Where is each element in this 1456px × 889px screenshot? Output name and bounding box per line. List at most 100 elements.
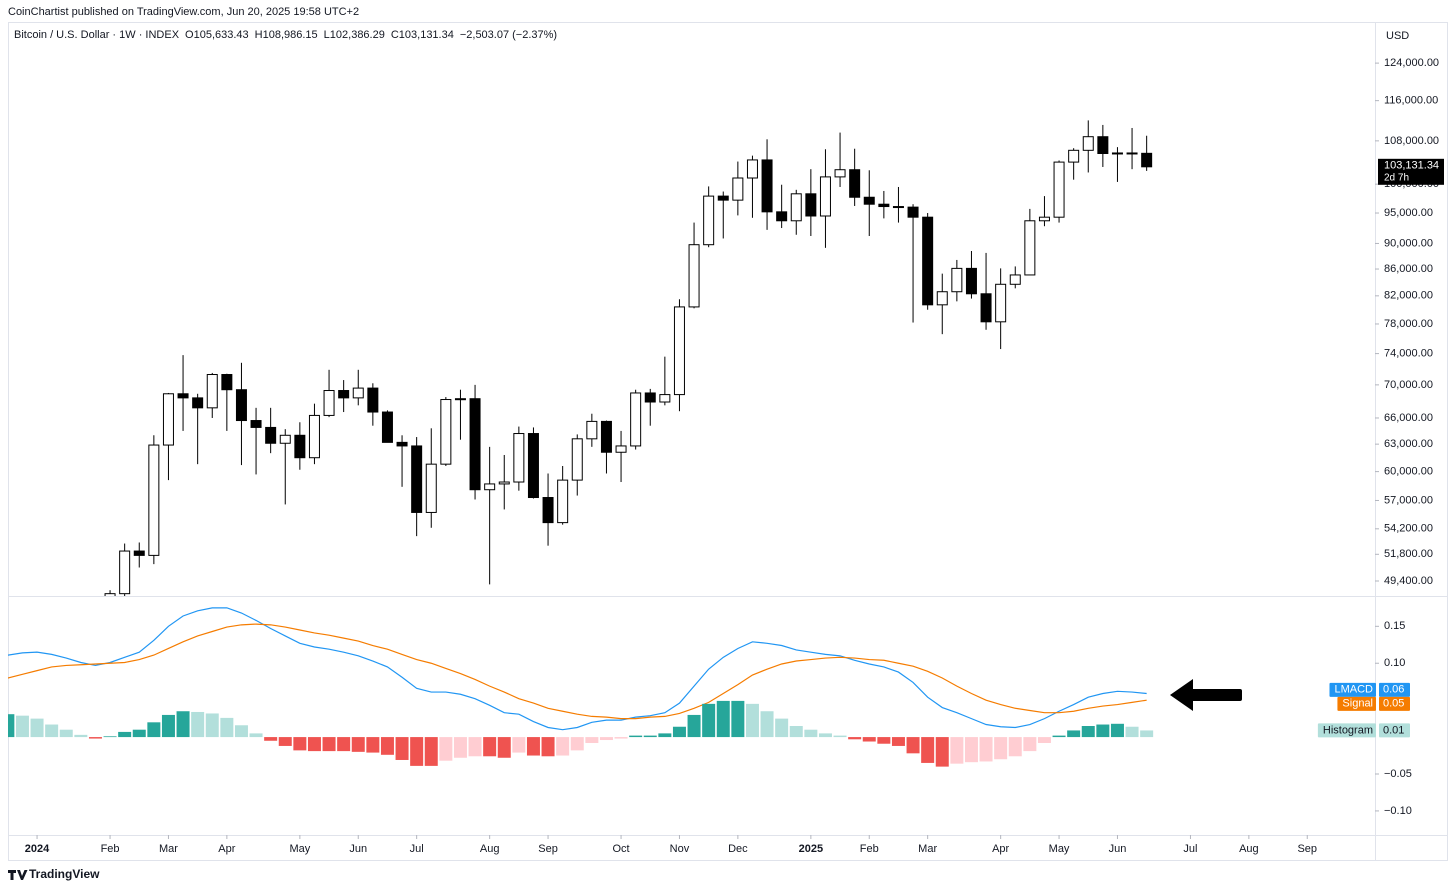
- histogram-bar: [205, 713, 219, 738]
- legend-value-box: [1379, 723, 1410, 738]
- y-tick-label: −0.05: [1384, 768, 1412, 780]
- x-tick-label: May: [1049, 843, 1070, 855]
- x-tick-label: Jul: [410, 843, 424, 855]
- candle-body: [1126, 152, 1138, 155]
- histogram-bar: [88, 737, 102, 739]
- histogram-bar: [278, 737, 292, 746]
- candle-body: [162, 393, 174, 446]
- histogram-bar: [59, 729, 73, 738]
- chart-title: Bitcoin / U.S. Dollar · 1W · INDEX: [14, 29, 180, 41]
- histogram-bar: [132, 729, 146, 738]
- histogram-bar: [220, 717, 234, 738]
- histogram-bar: [906, 737, 920, 754]
- x-tick-label: Sep: [1297, 843, 1317, 855]
- histogram-bar: [1037, 737, 1051, 743]
- legend-value: 0.05: [1383, 698, 1404, 710]
- histogram-bar: [45, 724, 59, 738]
- x-tick-label: Sep: [538, 843, 558, 855]
- candle-body: [571, 438, 583, 481]
- histogram-bar: [716, 700, 730, 738]
- y-tick-label: 124,000.00: [1384, 57, 1439, 69]
- candle-body: [907, 206, 919, 218]
- candle-body: [951, 267, 963, 293]
- x-tick-label: Aug: [1239, 843, 1259, 855]
- x-tick-label: Mar: [159, 843, 178, 855]
- candle-body: [119, 550, 131, 595]
- candle-body: [484, 483, 496, 491]
- candle-body: [688, 244, 700, 308]
- histogram-bar: [877, 737, 891, 744]
- y-tick-label: 0.15: [1384, 620, 1405, 632]
- x-tick-label: 2024: [25, 843, 50, 855]
- histogram-bar: [994, 737, 1008, 760]
- annotation-arrow: [1170, 679, 1242, 711]
- header-value: O105,633.43: [185, 29, 249, 41]
- y-tick-label: 60,000.00: [1384, 466, 1433, 478]
- x-tick-label: Apr: [218, 843, 235, 855]
- histogram-bar: [15, 715, 29, 738]
- histogram-bar: [147, 722, 161, 738]
- histogram-bar: [264, 737, 278, 741]
- y-tick-label: 108,000.00: [1384, 135, 1439, 147]
- histogram-bar: [599, 737, 613, 741]
- histogram-bar: [848, 737, 862, 740]
- histogram-bar: [629, 735, 643, 738]
- overlay: 124,000.00116,000.00108,000.00100,000.00…: [25, 57, 1444, 855]
- x-tick-label: Oct: [612, 843, 629, 855]
- histogram-bar: [293, 737, 307, 751]
- candle-body: [615, 445, 627, 453]
- indicator-line: [8, 607, 1147, 731]
- legend-value: 0.01: [1383, 724, 1404, 736]
- y-tick-label: 95,000.00: [1384, 207, 1433, 219]
- candle-body: [644, 392, 656, 403]
- histogram-bar: [1125, 726, 1139, 738]
- candle-body: [338, 390, 350, 399]
- y-tick-label: 51,800.00: [1384, 548, 1433, 560]
- histogram-bar: [745, 703, 759, 738]
- x-tick-label: Apr: [992, 843, 1009, 855]
- candle-body: [936, 291, 948, 306]
- y-tick-label: 74,000.00: [1384, 348, 1433, 360]
- histogram-bar: [731, 700, 745, 738]
- histogram-bar: [366, 737, 380, 753]
- candle-body: [892, 206, 904, 209]
- candle-body: [498, 481, 510, 485]
- histogram-bar: [891, 737, 905, 746]
- candle-body: [557, 479, 569, 524]
- y-tick-label: 66,000.00: [1384, 412, 1433, 424]
- histogram-bar: [658, 733, 672, 738]
- histogram-bar: [453, 737, 467, 758]
- indicator-line: [8, 623, 1147, 720]
- header-value: −2,503.07 (−2.37%): [460, 29, 557, 41]
- y-tick-label: 0.10: [1384, 657, 1405, 669]
- histogram-bar: [322, 737, 336, 752]
- histogram-bar: [512, 737, 526, 753]
- histogram-bar: [103, 736, 117, 738]
- histogram-bar: [1081, 726, 1095, 738]
- candle-body: [425, 463, 437, 513]
- y-tick-label: 57,000.00: [1384, 494, 1433, 506]
- brand-name: TradingView: [29, 867, 100, 881]
- histogram-bar: [979, 737, 993, 762]
- candle-body: [294, 434, 306, 459]
- histogram-bar: [760, 711, 774, 738]
- y-tick-label: 90,000.00: [1384, 237, 1433, 249]
- chart-header: Bitcoin / U.S. Dollar · 1W · INDEX O105,6…: [14, 29, 557, 41]
- y-tick-label: 63,000.00: [1384, 438, 1433, 450]
- histogram-bar: [789, 726, 803, 738]
- candle-body: [1141, 152, 1153, 168]
- histogram-bar: [468, 737, 482, 757]
- x-tick-label: Mar: [918, 843, 937, 855]
- last-price-box: [1378, 158, 1444, 185]
- candle-body: [790, 193, 802, 222]
- candle-body: [659, 394, 671, 403]
- candle-body: [177, 393, 189, 399]
- header-value: H108,986.15: [255, 29, 318, 41]
- candle-body: [717, 195, 729, 201]
- candle-body: [308, 414, 320, 459]
- histogram-bar: [585, 737, 599, 743]
- legend-name: LMACD: [1334, 684, 1373, 696]
- y-tick-label: 82,000.00: [1384, 290, 1433, 302]
